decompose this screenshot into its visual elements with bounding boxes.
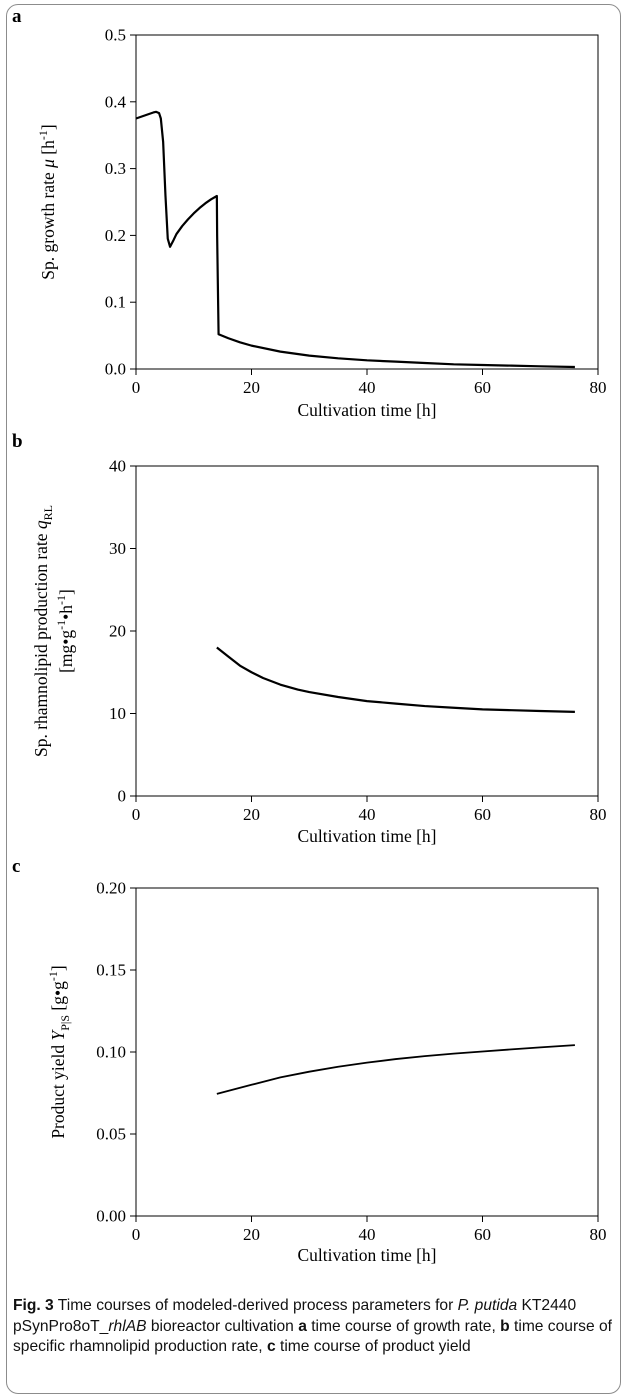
panel-a-y-tick-label: 0.4: [105, 92, 127, 111]
panel-a-y-tick-label: 0.2: [105, 226, 126, 245]
panel-a-y-tick-label: 0.3: [105, 159, 126, 178]
panel-b-y-tick-label: 20: [109, 622, 126, 641]
panel-b-y-axis-label-units: [mg•g-1•h-1]: [54, 589, 76, 673]
panel-c-plot-frame: [135, 887, 599, 1217]
panel-c: c 0.00 0.05 0.10 0.15 0.20 0 20 40 60 80 Cultiva…: [12, 856, 607, 1265]
panel-a-y-tick-label: 0.5: [105, 26, 126, 45]
panel-c-y-tick-label: 0.05: [96, 1125, 126, 1144]
panel-b-x-tick-label: 20: [243, 805, 260, 824]
panel-a-y-axis: 0.0 0.1 0.2 0.3 0.4 0.5: [105, 26, 136, 379]
panel-b-x-tick-label: 0: [132, 805, 141, 824]
panel-c-letter: c: [12, 856, 20, 877]
panel-a-x-tick-label: 60: [474, 378, 491, 397]
panel-a-series-line: [135, 110, 575, 369]
caption-gene: rhlAB: [108, 1317, 147, 1335]
figure-svg: a 0.0 0.1 0.2 0.3 0.4 0.5 0 20 40 60 80 Cultivati…: [12, 6, 607, 1265]
panel-c-x-axis-label: Cultivation time [h]: [297, 1245, 436, 1265]
panel-c-y-tick-label: 0.20: [96, 879, 126, 898]
panel-a-y-axis-label: Sp. growth rate μ [h-1]: [36, 124, 58, 279]
panel-a-plot-frame: [135, 34, 599, 370]
panel-b-plot-frame: [135, 465, 599, 797]
caption-text: bioreactor cultivation: [146, 1317, 299, 1335]
panel-a-x-tick-label: 80: [590, 378, 607, 397]
panel-b-x-tick-label: 40: [359, 805, 376, 824]
panel-c-y-tick-label: 0.00: [96, 1207, 126, 1226]
panel-c-x-tick-label: 20: [243, 1225, 260, 1244]
panel-c-y-axis: 0.00 0.05 0.10 0.15 0.20: [96, 879, 136, 1226]
caption-fig-label: Fig. 3: [13, 1297, 54, 1314]
panel-b-x-tick-label: 80: [590, 805, 607, 824]
panel-b-y-axis-label: Sp. rhamnolipid production rate qRL: [31, 505, 55, 757]
panel-b-y-tick-label: 10: [109, 704, 126, 723]
panel-c-y-axis-label: Product yield YP|S [g•g-1]: [46, 965, 72, 1138]
panel-c-series-line: [216, 1044, 575, 1095]
panel-c-x-tick-label: 60: [474, 1225, 491, 1244]
panel-b-y-tick-label: 40: [109, 457, 126, 476]
panel-a-x-tick-label: 20: [243, 378, 260, 397]
caption-panel-b-ref: b: [500, 1317, 510, 1335]
panel-b-y-axis: 0 10 20 30 40: [109, 457, 136, 806]
panel-a-x-axis-label: Cultivation time [h]: [297, 400, 436, 420]
caption-text: time course of product yield: [275, 1338, 471, 1355]
figure-caption: Fig. 3 Time courses of modeled-derived p…: [13, 1296, 613, 1358]
panel-c-y-tick-label: 0.10: [96, 1043, 126, 1062]
panel-b-x-tick-label: 60: [474, 805, 491, 824]
panel-a-x-axis: 0 20 40 60 80: [132, 369, 607, 397]
panel-b-x-axis: 0 20 40 60 80: [132, 796, 607, 824]
panel-c-x-axis: 0 20 40 60 80: [132, 1216, 607, 1244]
caption-panel-c-ref: c: [266, 1338, 276, 1355]
panel-a-letter: a: [12, 6, 22, 27]
panel-a-y-tick-label: 0.1: [105, 293, 126, 312]
panel-b-letter: b: [12, 431, 23, 452]
panel-c-x-tick-label: 40: [359, 1225, 376, 1244]
panel-a-x-tick-label: 40: [359, 378, 376, 397]
caption-organism: P. putida: [457, 1297, 518, 1314]
caption-text: Time courses of modeled-derived process …: [53, 1297, 458, 1314]
panel-a-y-tick-label: 0.0: [105, 360, 126, 379]
panel-c-x-tick-label: 0: [132, 1225, 141, 1244]
panel-b-x-axis-label: Cultivation time [h]: [297, 826, 436, 846]
caption-panel-a-ref: a: [298, 1317, 307, 1335]
caption-text: time course of growth rate,: [306, 1317, 501, 1335]
figure-frame: [6, 4, 621, 1394]
caption-text: time course of specific rhamnolipid prod…: [13, 1317, 612, 1356]
panel-c-y-tick-label: 0.15: [96, 961, 126, 980]
panel-b-y-tick-label: 0: [118, 787, 127, 806]
panel-b-series-line: [216, 646, 575, 713]
panel-a-x-tick-label: 0: [132, 378, 141, 397]
panel-c-x-tick-label: 80: [590, 1225, 607, 1244]
caption-text: KT2440 pSynPro8oT_: [13, 1297, 577, 1335]
panel-a: a 0.0 0.1 0.2 0.3 0.4 0.5 0 20 40 60 80 Cultivati…: [12, 6, 607, 420]
panel-b: b 0 10 20 30 40 0 20 40 60 80 Cultivation time […: [12, 431, 607, 846]
panel-b-y-tick-label: 30: [109, 539, 126, 558]
